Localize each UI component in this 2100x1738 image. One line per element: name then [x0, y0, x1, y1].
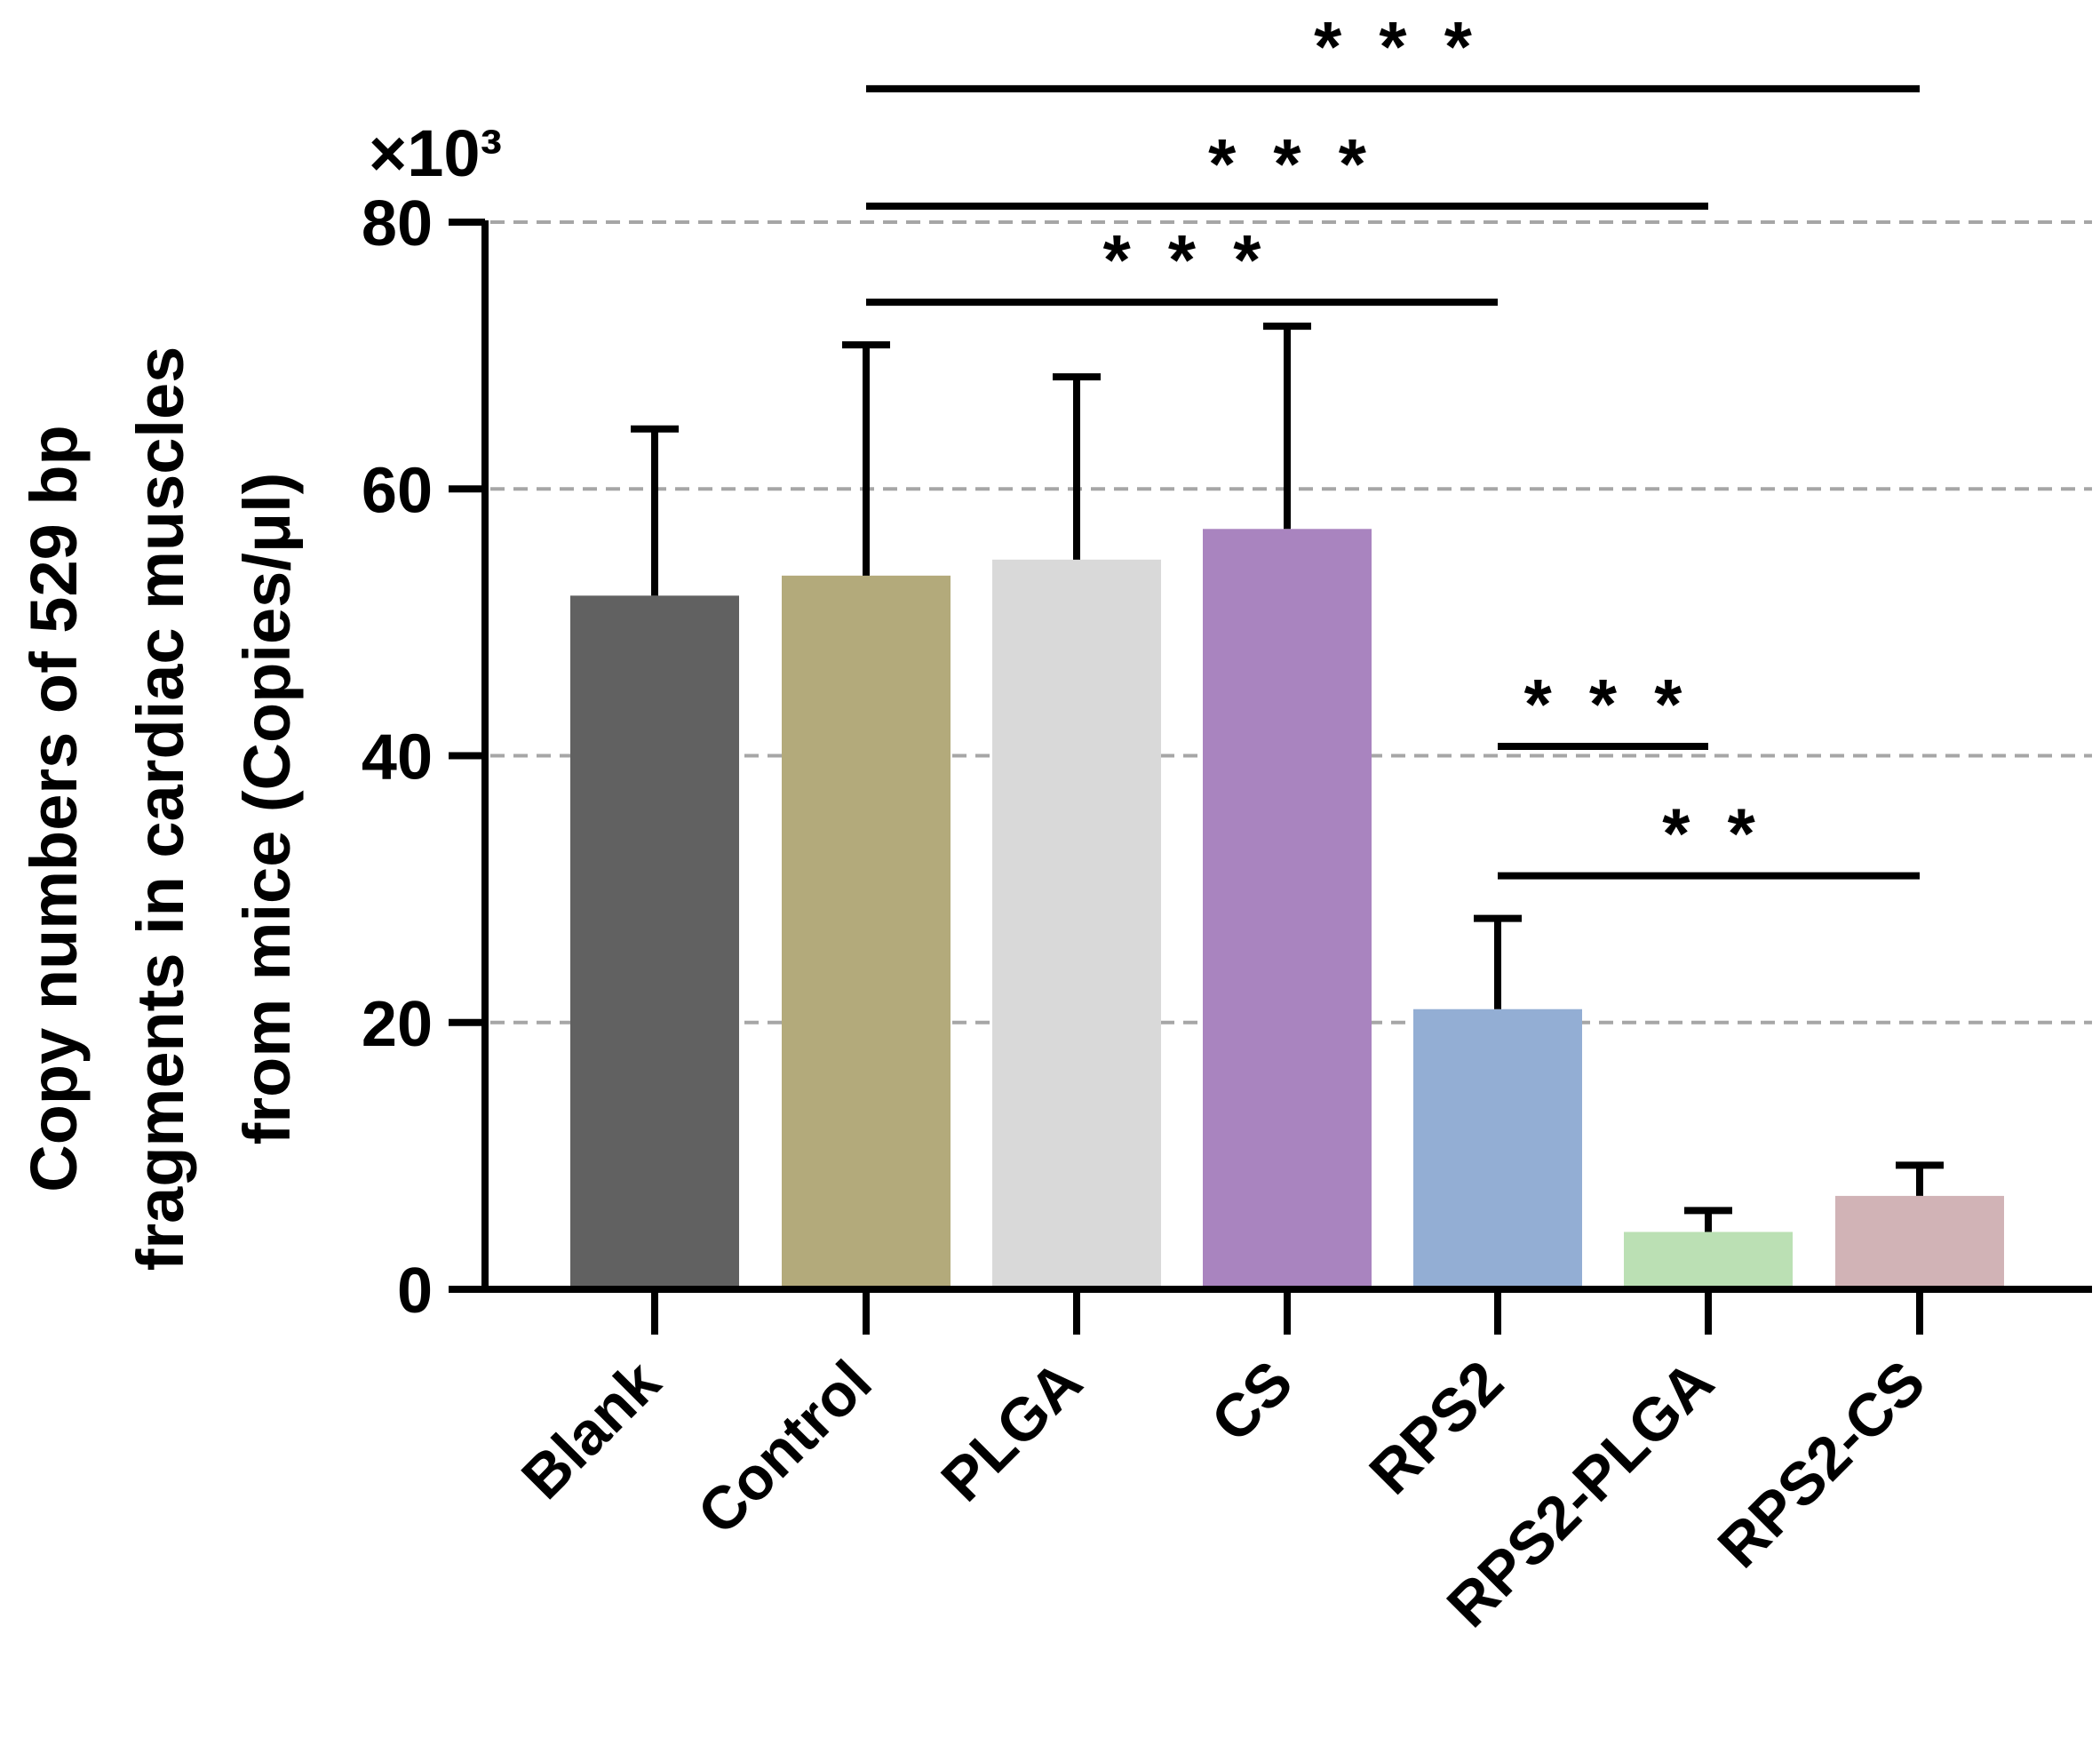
x-tick-label: RPS2 [1356, 1348, 1515, 1507]
y-axis-title-line-1: Copy numbers of 529 bp [17, 425, 91, 1192]
significance-brackets: * * * * * * * * * * * * * * [866, 7, 1920, 880]
y-tick-label: 60 [362, 455, 433, 526]
bar [570, 595, 739, 1289]
significance-label: * * * [1524, 665, 1691, 744]
significance-label: * * * [1103, 220, 1270, 299]
bars [570, 323, 2004, 1289]
significance-label: * * * [1314, 7, 1481, 86]
y-tick-label: 20 [362, 989, 433, 1060]
y-tick-label: 0 [397, 1256, 433, 1327]
y-axis-title-line-2: fragments in cardiac muscles [123, 347, 197, 1272]
gridlines [490, 220, 2092, 1024]
x-tick-label: Blank [509, 1348, 673, 1512]
bar [1413, 1009, 1582, 1289]
bar [992, 559, 1161, 1289]
x-tick-label: PLGA [928, 1348, 1094, 1514]
y-ticks: 0 20 40 60 80 [362, 188, 485, 1327]
x-tick-label: RPS2-CS [1705, 1348, 1937, 1581]
y-axis-title-line-3: from mice (Copies/μl) [230, 473, 304, 1145]
bar [1203, 529, 1372, 1289]
significance-label: * * [1662, 794, 1764, 873]
y-tick-label: 40 [362, 722, 433, 793]
y-multiplier-text: ×10³ [369, 116, 502, 190]
x-tick-label: Control [685, 1348, 885, 1548]
y-axis-title: Copy numbers of 529 bp fragments in card… [17, 347, 304, 1272]
significance-label: * * * [1208, 124, 1375, 203]
bar [1835, 1195, 2004, 1289]
y-multiplier: ×10³ [369, 116, 502, 190]
bar [1624, 1232, 1793, 1289]
x-tick-label: CS [1198, 1348, 1306, 1455]
y-tick-label: 80 [362, 188, 433, 259]
bar [782, 575, 951, 1289]
